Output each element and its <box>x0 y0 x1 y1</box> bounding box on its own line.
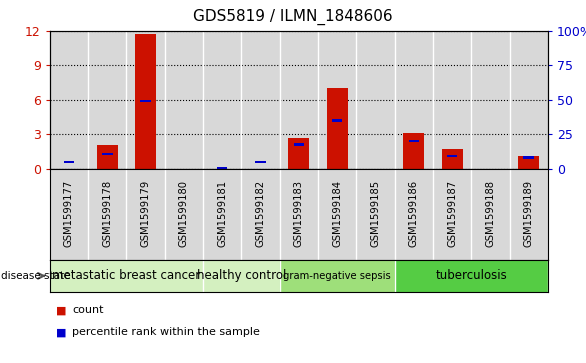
Bar <box>97 144 118 169</box>
Bar <box>523 156 534 159</box>
Text: GSM1599186: GSM1599186 <box>409 180 419 247</box>
Bar <box>165 31 203 169</box>
Bar <box>288 138 309 169</box>
Bar <box>433 31 471 169</box>
Text: disease state: disease state <box>1 271 71 281</box>
Text: gram-negative sepsis: gram-negative sepsis <box>283 271 391 281</box>
Bar <box>255 161 266 163</box>
Bar <box>294 143 304 146</box>
Bar <box>203 260 280 292</box>
Text: GSM1599182: GSM1599182 <box>255 180 265 247</box>
Text: GSM1599184: GSM1599184 <box>332 180 342 247</box>
Text: percentile rank within the sample: percentile rank within the sample <box>72 327 260 337</box>
Bar <box>127 31 165 169</box>
Bar <box>280 31 318 169</box>
Text: count: count <box>72 305 104 315</box>
Text: metastatic breast cancer: metastatic breast cancer <box>52 269 200 282</box>
Text: GSM1599188: GSM1599188 <box>485 180 495 247</box>
Bar <box>241 31 280 169</box>
Bar <box>203 31 241 169</box>
Text: GSM1599189: GSM1599189 <box>524 180 534 247</box>
Text: GSM1599181: GSM1599181 <box>217 180 227 247</box>
Bar <box>280 260 394 292</box>
Bar <box>408 140 419 142</box>
Text: tuberculosis: tuberculosis <box>435 269 507 282</box>
Text: GSM1599180: GSM1599180 <box>179 180 189 247</box>
Text: GDS5819 / ILMN_1848606: GDS5819 / ILMN_1848606 <box>193 9 393 25</box>
Bar <box>471 31 510 169</box>
Text: ■: ■ <box>56 305 66 315</box>
Bar <box>50 260 203 292</box>
Text: GSM1599179: GSM1599179 <box>141 180 151 247</box>
Bar <box>510 31 548 169</box>
Bar <box>442 149 463 169</box>
Bar <box>318 31 356 169</box>
Bar <box>326 88 347 169</box>
Bar <box>50 31 88 169</box>
Bar <box>135 34 156 169</box>
Bar <box>102 152 113 155</box>
Bar <box>403 133 424 169</box>
Bar <box>394 31 433 169</box>
Bar <box>64 161 74 163</box>
Text: GSM1599178: GSM1599178 <box>103 180 113 247</box>
Bar <box>356 31 394 169</box>
Text: GSM1599185: GSM1599185 <box>370 180 380 247</box>
Bar <box>332 119 342 122</box>
Bar <box>447 155 458 158</box>
Bar <box>394 260 548 292</box>
Bar <box>217 167 227 170</box>
Text: healthy control: healthy control <box>197 269 286 282</box>
Text: GSM1599183: GSM1599183 <box>294 180 304 247</box>
Text: ■: ■ <box>56 327 66 337</box>
Bar <box>88 31 127 169</box>
Text: GSM1599177: GSM1599177 <box>64 180 74 247</box>
Text: GSM1599187: GSM1599187 <box>447 180 457 247</box>
Bar <box>518 156 539 169</box>
Bar <box>140 100 151 102</box>
